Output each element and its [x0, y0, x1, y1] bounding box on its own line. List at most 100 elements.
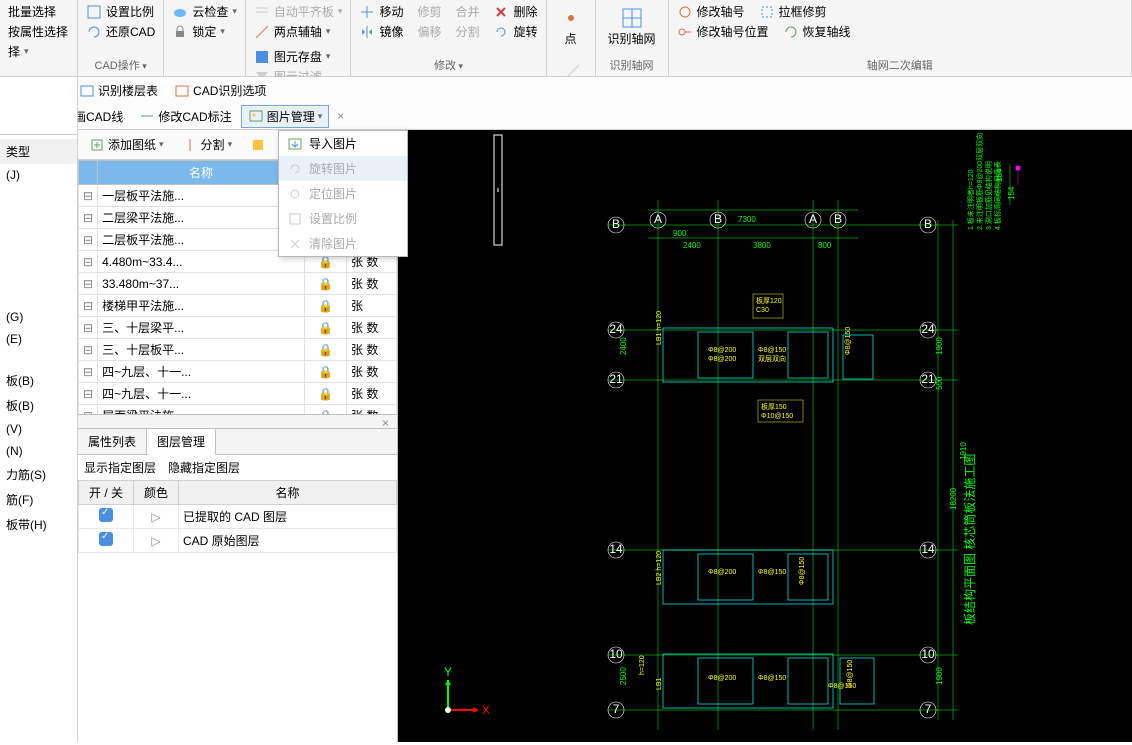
edit-axis-no[interactable]: 修改轴号: [673, 2, 749, 21]
panel-tabs: 属性列表 图层管理: [78, 429, 397, 455]
svg-text:7: 7: [925, 702, 932, 716]
ls-e[interactable]: (E): [0, 328, 77, 350]
hide-layer[interactable]: 隐藏指定图层: [168, 459, 240, 476]
rotate-icon: [493, 24, 509, 40]
svg-text:4.板标高同结构层高表: 4.板标高同结构层高表: [993, 161, 1002, 230]
svg-text:21: 21: [921, 372, 935, 386]
svg-text:900: 900: [673, 229, 687, 238]
import-image[interactable]: 导入图片: [279, 131, 407, 156]
cloud-check[interactable]: 云检查: [168, 2, 241, 21]
modify-label[interactable]: 修改: [355, 56, 541, 74]
ls-h[interactable]: 板带(H): [0, 512, 77, 537]
svg-text:LB1: LB1: [656, 677, 663, 690]
batch-select[interactable]: 批量选择: [4, 2, 73, 21]
ribbon-group-select: 批量选择 按属性选择 择: [0, 0, 78, 76]
panel-close[interactable]: ×: [376, 414, 395, 432]
ls-s[interactable]: 力筋(S): [0, 462, 77, 487]
table-row[interactable]: ⊟屋面梁平法施...🔒张 数: [79, 405, 397, 416]
recognize-floor-table[interactable]: 识别楼层表: [72, 79, 165, 102]
layer-toggle[interactable]: [99, 532, 113, 546]
image-manage[interactable]: 图片管理: [241, 105, 330, 128]
svg-text:3800: 3800: [753, 241, 771, 250]
split-drawing[interactable]: 分割: [175, 133, 240, 156]
point-btn[interactable]: 点: [551, 2, 591, 51]
delete-btn[interactable]: 删除: [489, 2, 541, 21]
move-btn[interactable]: 移动: [355, 2, 407, 21]
layer-row[interactable]: ▷已提取的 CAD 图层: [79, 505, 397, 529]
mirror-btn[interactable]: 镜像: [355, 22, 407, 41]
ls-f[interactable]: 筋(F): [0, 487, 77, 512]
table-row[interactable]: ⊟33.480m~37...🔒张 数: [79, 273, 397, 295]
delete-icon: [493, 4, 509, 20]
ribbon-group-general: 自动平齐板 ▾ 两点辅轴 图元存盘 图元过滤 通用操作: [246, 0, 352, 76]
toolbar-row-1: ‹ 常用构 识别楼层表 CAD识别选项: [0, 77, 1132, 105]
axis-icon: [254, 24, 270, 40]
ls-b1[interactable]: 板(B): [0, 368, 77, 393]
cloud-icon: [172, 4, 188, 20]
svg-text:1900: 1900: [935, 337, 944, 355]
save-elements[interactable]: 图元存盘: [250, 47, 347, 66]
image-icon: [248, 108, 264, 124]
ribbon-group-cloud: 云检查 锁定: [164, 0, 246, 76]
rotate-btn[interactable]: 旋转: [489, 22, 541, 41]
cad-recognize-options[interactable]: CAD识别选项: [167, 79, 273, 102]
svg-text:B: B: [924, 217, 932, 231]
ls-g[interactable]: (G): [0, 306, 77, 328]
svg-text:2500: 2500: [619, 667, 628, 685]
select-more[interactable]: 择: [4, 42, 73, 61]
ls-n[interactable]: (N): [0, 440, 77, 462]
table-row[interactable]: ⊟楼梯甲平法施...🔒张: [79, 295, 397, 317]
tab-layers[interactable]: 图层管理: [147, 429, 216, 455]
split-btn: 分割: [451, 22, 483, 41]
ls-v[interactable]: (V): [0, 418, 77, 440]
table-icon: [79, 83, 95, 99]
table-row[interactable]: ⊟四~九层、十一...🔒张 数: [79, 361, 397, 383]
move-icon: [359, 4, 375, 20]
show-layer[interactable]: 显示指定图层: [84, 459, 156, 476]
svg-text:24: 24: [609, 322, 623, 336]
add-drawing[interactable]: 添加图纸: [82, 133, 171, 156]
restore-axis[interactable]: 恢复轴线: [779, 22, 855, 41]
box-trim[interactable]: 拉框修剪: [755, 2, 831, 21]
rotate-img-icon: [287, 161, 303, 177]
ribbon-group-draw: 点 直线 绘图: [547, 0, 596, 76]
drawings-more[interactable]: [243, 134, 273, 156]
restore-cad[interactable]: 还原CAD: [82, 22, 159, 41]
col-expand: [79, 161, 98, 185]
svg-text:7: 7: [613, 702, 620, 716]
edit-axis-pos[interactable]: 修改轴号位置: [673, 22, 773, 41]
lock-btn[interactable]: 锁定: [168, 22, 241, 41]
ls-b2[interactable]: 板(B): [0, 393, 77, 418]
ribbon-group-modify: 移动 修剪 合并 删除 镜像 偏移 分割 旋转 修改: [351, 0, 546, 76]
box-trim-icon: [759, 4, 775, 20]
svg-text:A: A: [809, 212, 817, 226]
ls-type[interactable]: 类型: [0, 139, 77, 164]
ribbon-group-axisedit: 修改轴号 拉框修剪 修改轴号位置 恢复轴线 轴网二次编辑: [669, 0, 1132, 76]
col-name[interactable]: 名称: [98, 161, 305, 185]
toolbar-close[interactable]: ×: [331, 109, 350, 123]
select-by-attr[interactable]: 按属性选择: [4, 22, 73, 41]
axis-recognize-btn[interactable]: 识别轴网: [600, 2, 664, 51]
set-scale[interactable]: 设置比例: [82, 2, 159, 21]
svg-text:154: 154: [1007, 186, 1016, 200]
layer-row[interactable]: ▷CAD 原始图层: [79, 529, 397, 553]
svg-text:C30: C30: [756, 307, 769, 314]
rotate-image: 旋转图片: [279, 156, 407, 181]
tab-attributes[interactable]: 属性列表: [78, 429, 147, 454]
svg-text:Φ8@200: Φ8@200: [708, 569, 736, 576]
table-row[interactable]: ⊟四~九层、十一...🔒张 数: [79, 383, 397, 405]
cad-canvas[interactable]: X Y 900 2400 3800 800 7300 2400 2500: [398, 130, 1132, 742]
table-row[interactable]: ⊟三、十层梁平...🔒张 数: [79, 317, 397, 339]
auto-align: 自动平齐板 ▾: [250, 2, 347, 21]
svg-text:B: B: [714, 212, 722, 226]
modify-cad-dim[interactable]: 修改CAD标注: [132, 105, 238, 128]
layer-toggle[interactable]: [99, 508, 113, 522]
svg-text:Φ8@200: Φ8@200: [708, 347, 736, 354]
table-row[interactable]: ⊟三、十层板平...🔒张 数: [79, 339, 397, 361]
ls-j[interactable]: (J): [0, 164, 77, 186]
cadops-label[interactable]: CAD操作: [82, 56, 159, 74]
svg-text:A: A: [654, 212, 662, 226]
svg-text:10: 10: [609, 647, 623, 661]
two-point-axis[interactable]: 两点辅轴: [250, 22, 347, 41]
lcol-onoff: 开 / 关: [79, 481, 134, 505]
